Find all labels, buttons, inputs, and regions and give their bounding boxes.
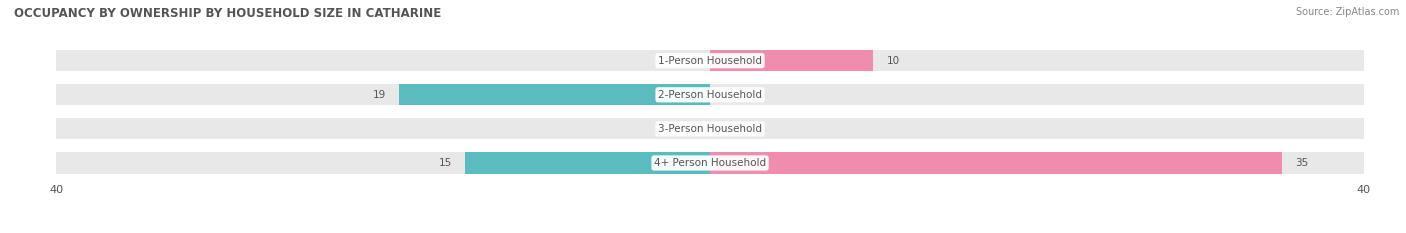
Text: 1-Person Household: 1-Person Household — [658, 56, 762, 66]
Text: 15: 15 — [439, 158, 451, 168]
Text: 0: 0 — [723, 90, 730, 100]
Bar — [399, 84, 710, 105]
Bar — [465, 152, 710, 174]
Bar — [710, 50, 873, 71]
Bar — [56, 84, 1364, 105]
Bar — [710, 152, 1282, 174]
Bar — [56, 118, 1364, 140]
Text: 0: 0 — [690, 124, 697, 134]
Text: 19: 19 — [373, 90, 387, 100]
Text: 4+ Person Household: 4+ Person Household — [654, 158, 766, 168]
Text: 10: 10 — [887, 56, 900, 66]
Text: 2-Person Household: 2-Person Household — [658, 90, 762, 100]
Bar — [56, 50, 1364, 71]
Text: 0: 0 — [723, 124, 730, 134]
Text: 35: 35 — [1295, 158, 1309, 168]
Text: 0: 0 — [690, 56, 697, 66]
Text: Source: ZipAtlas.com: Source: ZipAtlas.com — [1295, 7, 1399, 17]
Bar — [56, 152, 1364, 174]
Text: OCCUPANCY BY OWNERSHIP BY HOUSEHOLD SIZE IN CATHARINE: OCCUPANCY BY OWNERSHIP BY HOUSEHOLD SIZE… — [14, 7, 441, 20]
Text: 3-Person Household: 3-Person Household — [658, 124, 762, 134]
